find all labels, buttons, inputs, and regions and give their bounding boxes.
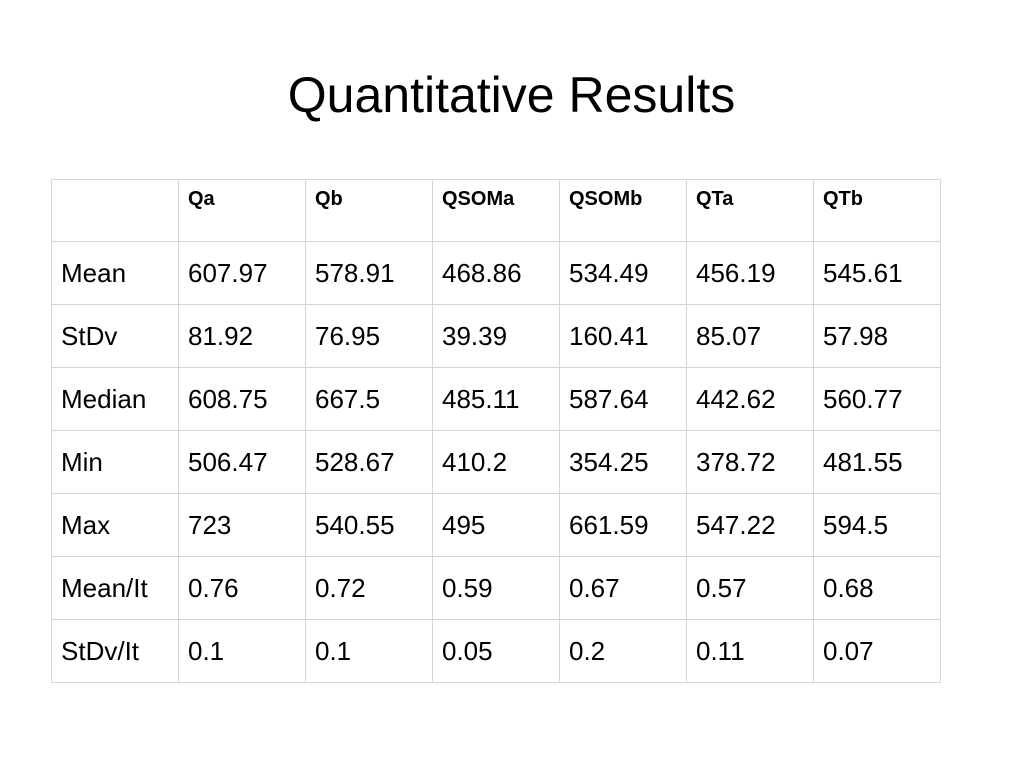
slide-title: Quantitative Results — [287, 67, 736, 123]
table-cell: 667.5 — [305, 367, 433, 431]
table-cell: 468.86 — [432, 241, 560, 305]
table-cell: 587.64 — [559, 367, 687, 431]
table-cell: 0.57 — [686, 556, 814, 620]
table-cell: 608.75 — [178, 367, 306, 431]
table-cell: 528.67 — [305, 430, 433, 494]
table-cell: 39.39 — [432, 304, 560, 368]
column-header: QSOMa — [432, 179, 560, 242]
table-cell: 0.59 — [432, 556, 560, 620]
table-row: Min 506.47 528.67 410.2 354.25 378.72 48… — [51, 430, 941, 494]
table-cell: 410.2 — [432, 430, 560, 494]
table-cell: 0.07 — [813, 619, 941, 683]
table-row: StDv 81.92 76.95 39.39 160.41 85.07 57.9… — [51, 304, 941, 368]
column-header: QTa — [686, 179, 814, 242]
table-cell: 578.91 — [305, 241, 433, 305]
table-row: Mean/It 0.76 0.72 0.59 0.67 0.57 0.68 — [51, 556, 941, 620]
table-cell: 661.59 — [559, 493, 687, 557]
table-cell: 545.61 — [813, 241, 941, 305]
table-cell: 481.55 — [813, 430, 941, 494]
row-label: StDv — [51, 304, 179, 368]
row-label: Mean/It — [51, 556, 179, 620]
results-table: Qa Qb QSOMa QSOMb QTa QTb Mean 607.97 57… — [51, 179, 941, 683]
table-row: Max 723 540.55 495 661.59 547.22 594.5 — [51, 493, 941, 557]
table-cell: 85.07 — [686, 304, 814, 368]
corner-cell — [51, 179, 179, 242]
table-cell: 160.41 — [559, 304, 687, 368]
column-header: Qb — [305, 179, 433, 242]
table-cell: 0.1 — [305, 619, 433, 683]
table-cell: 607.97 — [178, 241, 306, 305]
table-cell: 547.22 — [686, 493, 814, 557]
table-cell: 495 — [432, 493, 560, 557]
table-row: Mean 607.97 578.91 468.86 534.49 456.19 … — [51, 241, 941, 305]
table-cell: 81.92 — [178, 304, 306, 368]
column-header: QSOMb — [559, 179, 687, 242]
table-cell: 76.95 — [305, 304, 433, 368]
table-cell: 0.72 — [305, 556, 433, 620]
table-cell: 506.47 — [178, 430, 306, 494]
table-cell: 0.68 — [813, 556, 941, 620]
table-cell: 0.1 — [178, 619, 306, 683]
table-cell: 456.19 — [686, 241, 814, 305]
table-cell: 0.11 — [686, 619, 814, 683]
table-row: Median 608.75 667.5 485.11 587.64 442.62… — [51, 367, 941, 431]
table-cell: 378.72 — [686, 430, 814, 494]
table-cell: 0.76 — [178, 556, 306, 620]
table-cell: 723 — [178, 493, 306, 557]
table-cell: 0.2 — [559, 619, 687, 683]
table-cell: 485.11 — [432, 367, 560, 431]
table-cell: 540.55 — [305, 493, 433, 557]
table-cell: 594.5 — [813, 493, 941, 557]
table-cell: 0.67 — [559, 556, 687, 620]
table-row: StDv/It 0.1 0.1 0.05 0.2 0.11 0.07 — [51, 619, 941, 683]
table-cell: 57.98 — [813, 304, 941, 368]
row-label: Median — [51, 367, 179, 431]
row-label: Min — [51, 430, 179, 494]
table-cell: 0.05 — [432, 619, 560, 683]
header-row: Qa Qb QSOMa QSOMb QTa QTb — [51, 179, 941, 242]
row-label: Max — [51, 493, 179, 557]
column-header: QTb — [813, 179, 941, 242]
table-cell: 354.25 — [559, 430, 687, 494]
row-label: StDv/It — [51, 619, 179, 683]
row-label: Mean — [51, 241, 179, 305]
column-header: Qa — [178, 179, 306, 242]
table-cell: 534.49 — [559, 241, 687, 305]
table-cell: 560.77 — [813, 367, 941, 431]
table-cell: 442.62 — [686, 367, 814, 431]
